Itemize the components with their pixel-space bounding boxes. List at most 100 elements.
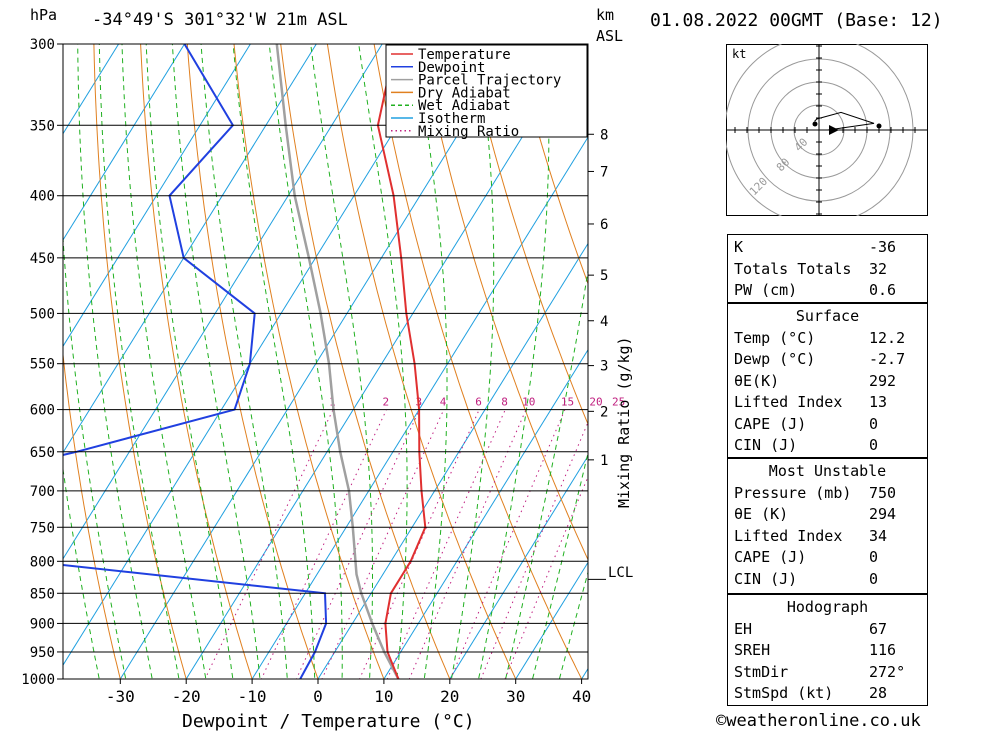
index-label: K	[734, 238, 744, 256]
isotherm-line	[251, 136, 588, 679]
mixing-ratio-label: 20	[589, 396, 602, 409]
hodograph-point	[876, 123, 882, 129]
x-tick-label: 40	[572, 687, 591, 706]
index-row: SREH 116	[730, 640, 925, 662]
index-label: StmDir	[734, 662, 789, 681]
mixing-ratio-line	[386, 409, 506, 679]
mixing-ratio-label: 8	[501, 396, 508, 409]
pressure-label: 400	[30, 189, 55, 205]
dry-adiabat-line	[93, 44, 187, 679]
mixing-ratio-label: 10	[522, 396, 535, 409]
footer: ©weatheronline.co.uk	[716, 711, 921, 731]
mixing-ratio-line	[450, 409, 566, 679]
indices-top-panel: K -36 Totals Totals 32 PW (cm) 0.6	[727, 234, 928, 303]
km-tick-label: 6	[600, 217, 608, 233]
km-axis: 8 7 6 5 4 3 2 1	[588, 127, 608, 580]
index-row: Totals Totals 32	[730, 259, 925, 281]
hodograph-unit: kt	[732, 47, 746, 61]
index-value: 13	[869, 393, 888, 411]
mixing-ratio-line	[408, 409, 527, 679]
hodograph-point	[812, 121, 818, 127]
index-label: CIN (J)	[734, 569, 798, 588]
isotherm-line	[383, 348, 588, 679]
index-label: CAPE (J)	[734, 414, 807, 433]
x-tick-label: 20	[440, 687, 459, 706]
dry-adiabat-line	[513, 44, 588, 285]
index-row: Pressure (mb) 750	[730, 483, 925, 505]
index-row: CAPE (J) 0	[730, 414, 925, 436]
index-row: Dewp (°C) -2.7	[730, 349, 925, 371]
index-value: 0	[869, 414, 879, 433]
wet-adiabat-line	[200, 44, 288, 679]
index-label: Lifted Index	[734, 526, 843, 545]
pressure-label: 300	[30, 37, 55, 53]
index-row: PW (cm) 0.6	[730, 280, 925, 302]
index-label: StmSpd (kt)	[734, 684, 834, 702]
datetime-title: 01.08.2022 00GMT (Base: 12)	[650, 10, 943, 31]
index-value: 12.2	[869, 328, 906, 347]
x-tick-label: 0	[313, 687, 323, 706]
pressure-label: 550	[30, 357, 55, 373]
x-tick-label: -30	[106, 687, 135, 706]
km-tick-label: 5	[600, 268, 608, 284]
hodograph-panel: Hodograph EH 67 SREH 116 StmDir 272° StmSpd (kt…	[727, 594, 928, 706]
legend-label: Parcel Trajectory	[418, 73, 561, 89]
index-row: θE(K) 292	[730, 371, 925, 393]
index-value: 116	[869, 641, 897, 659]
wet-adiabat-line	[310, 44, 373, 679]
index-row: Lifted Index 13	[730, 392, 925, 414]
hodograph-trace	[814, 111, 875, 131]
most-unstable-panel: Most Unstable Pressure (mb) 750 θE (K) 294 Li…	[727, 458, 928, 594]
index-label: PW (cm)	[734, 281, 798, 299]
pressure-label: 750	[30, 520, 55, 536]
index-label: Dewp (°C)	[734, 350, 816, 368]
wet-adiabat-line	[171, 44, 261, 679]
index-label: Pressure (mb)	[734, 483, 852, 502]
index-value: 272°	[869, 662, 906, 681]
index-row: CIN (J) 0	[730, 435, 925, 457]
wet-adiabat-line	[63, 230, 127, 679]
index-value: 0	[869, 436, 879, 454]
location-title: -34°49'S 301°32'W 21m ASL	[92, 10, 348, 30]
isotherm-line	[63, 44, 120, 135]
mixing-ratio-line	[480, 421, 588, 679]
dry-adiabat-line	[466, 44, 588, 426]
x-tick-labels: -30 -20 -10 0 10 20 30 40	[106, 679, 591, 706]
pressure-label: 1000	[21, 672, 55, 688]
index-value: 67	[869, 619, 888, 638]
mixing-ratio-label: 2	[383, 396, 390, 409]
index-value: 28	[869, 684, 888, 702]
index-label: CAPE (J)	[734, 548, 807, 566]
index-value: 34	[869, 526, 888, 545]
index-row: θE (K) 294	[730, 504, 925, 526]
skew-t-chart: 1 2 3 4 6 8 10 15 20 25 3003504004505005506006507…	[21, 37, 633, 732]
footer-site: weatheronline.co.uk	[726, 711, 921, 731]
index-label: θE (K)	[734, 505, 789, 523]
index-label: Totals Totals	[734, 259, 852, 278]
x-tick-label: 30	[506, 687, 525, 706]
km-tick-label: 8	[600, 127, 608, 143]
pressure-label: 800	[30, 554, 55, 570]
pressure-label: 900	[30, 616, 55, 632]
mixing-ratio-axis-label: Mixing Ratio (g/kg)	[615, 336, 633, 508]
legend-label: Dry Adiabat	[418, 85, 511, 101]
index-label: θE(K)	[734, 371, 780, 390]
mixing-ratio-line	[295, 409, 420, 679]
km-tick-label: 3	[600, 359, 608, 375]
isotherm-line	[515, 561, 588, 679]
index-value: 0	[869, 548, 879, 566]
index-label: EH	[734, 619, 753, 638]
pressure-label: 500	[30, 306, 55, 322]
index-row: StmDir 272°	[730, 662, 925, 684]
km-tick-label: 2	[600, 404, 608, 420]
mixing-ratio-label: 4	[440, 396, 447, 409]
section-title: Hodograph	[786, 598, 869, 616]
index-label: Temp (°C)	[734, 328, 816, 347]
plot-frame	[62, 43, 589, 680]
wet-adiabat-line	[77, 44, 153, 679]
legend-box	[385, 44, 588, 138]
index-value: 32	[869, 259, 888, 278]
wet-adiabat-line	[558, 570, 588, 679]
surface-panel: Surface Temp (°C) 12.2 Dewp (°C) -2.7 θE(K) 29…	[727, 303, 928, 458]
